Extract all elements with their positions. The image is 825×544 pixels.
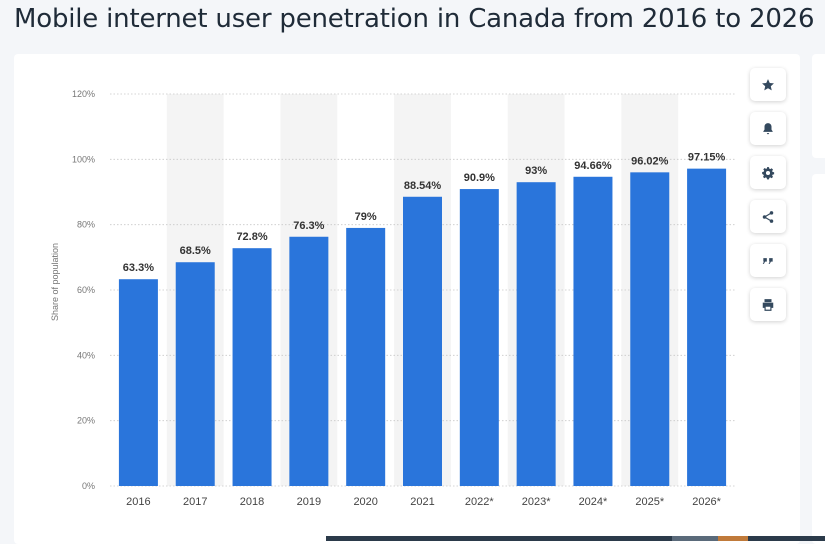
x-tick-label: 2017 (183, 496, 207, 508)
chart-toolbar (750, 68, 786, 332)
data-label: 76.3% (293, 220, 324, 232)
bar[interactable] (630, 172, 670, 487)
x-tick-label: 2023* (522, 496, 551, 508)
data-label: 96.02% (631, 155, 669, 167)
bar[interactable] (232, 248, 272, 486)
x-tick-label: 2020 (353, 496, 377, 508)
quote-icon (762, 257, 773, 264)
bar[interactable] (403, 196, 442, 486)
y-tick-label: 0% (82, 481, 95, 491)
bar[interactable] (687, 168, 727, 487)
y-tick-label: 20% (77, 416, 95, 426)
printer-icon (762, 298, 774, 311)
star-icon (762, 78, 774, 90)
x-tick-label: 2016 (126, 496, 150, 508)
share-button[interactable] (750, 200, 786, 233)
bar[interactable] (573, 176, 613, 486)
data-label: 93% (525, 165, 547, 177)
data-label: 94.66% (574, 160, 612, 172)
cite-button[interactable] (750, 244, 786, 277)
x-tick-label: 2018 (240, 496, 264, 508)
x-tick-label: 2024* (579, 496, 608, 508)
y-axis-label: Share of population (50, 243, 60, 321)
y-tick-label: 100% (72, 154, 95, 164)
bar[interactable] (459, 189, 499, 486)
x-tick-label: 2025* (635, 496, 664, 508)
x-tick-label: 2019 (297, 496, 321, 508)
x-tick-label: 2026* (692, 496, 721, 508)
bottom-banner-segment (672, 536, 718, 541)
share-icon (762, 210, 774, 223)
y-tick-label: 60% (77, 285, 95, 295)
bottom-banner (326, 536, 825, 541)
print-button[interactable] (750, 288, 786, 321)
bar[interactable] (346, 227, 386, 486)
bar[interactable] (118, 279, 158, 486)
y-tick-label: 40% (77, 350, 95, 360)
data-label: 72.8% (236, 231, 267, 243)
side-panel-top (812, 54, 825, 158)
bar[interactable] (175, 262, 215, 486)
x-tick-label: 2022* (465, 496, 494, 508)
favorite-button[interactable] (750, 68, 786, 101)
bell-icon (763, 122, 773, 134)
bar[interactable] (289, 236, 329, 486)
data-label: 63.3% (123, 262, 154, 274)
data-label: 79% (355, 211, 377, 223)
y-tick-label: 80% (77, 220, 95, 230)
side-panel-bottom (812, 174, 825, 544)
x-tick-label: 2021 (410, 496, 434, 508)
bottom-banner-segment (718, 536, 748, 541)
page-title: Mobile internet user penetration in Cana… (14, 4, 815, 34)
notification-button[interactable] (750, 112, 786, 145)
y-tick-label: 120% (72, 89, 95, 99)
bar[interactable] (516, 182, 556, 486)
settings-button[interactable] (750, 156, 786, 189)
gear-icon (762, 166, 775, 179)
data-label: 97.15% (688, 152, 726, 164)
data-label: 90.9% (464, 172, 495, 184)
data-label: 68.5% (180, 245, 211, 257)
data-label: 88.54% (404, 180, 442, 192)
